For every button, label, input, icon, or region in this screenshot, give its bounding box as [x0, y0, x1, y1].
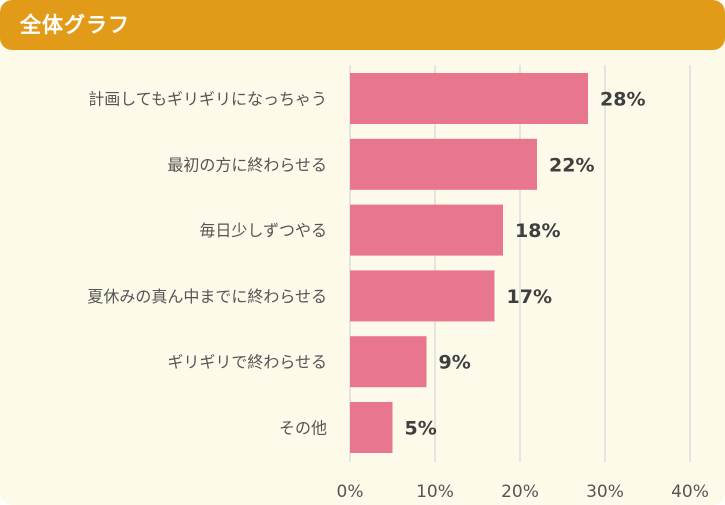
- x-tick-label: 20%: [501, 482, 539, 502]
- value-label: 22%: [549, 154, 594, 176]
- value-label: 18%: [515, 220, 560, 242]
- chart-title: 全体グラフ: [20, 13, 130, 37]
- bar: [350, 138, 537, 190]
- value-label: 9%: [439, 352, 471, 374]
- x-tick-label: 40%: [671, 482, 709, 502]
- x-tick-label: 0%: [337, 482, 364, 502]
- category-label: 計画してもギリギリになっちゃう: [88, 90, 327, 109]
- x-tick-label: 10%: [416, 482, 454, 502]
- value-label: 17%: [507, 286, 552, 308]
- bar: [350, 204, 503, 256]
- category-label: その他: [279, 419, 327, 438]
- category-label: 夏休みの真ん中までに終わらせる: [87, 287, 327, 306]
- category-label: 毎日少しずつやる: [199, 221, 327, 240]
- value-label: 28%: [600, 89, 645, 111]
- category-label: ギリギリで終わらせる: [167, 353, 327, 372]
- bar: [350, 270, 495, 322]
- chart-header: 全体グラフ: [0, 0, 725, 50]
- x-tick-label: 30%: [586, 482, 624, 502]
- category-label: 最初の方に終わらせる: [167, 155, 327, 174]
- bars: [350, 73, 588, 453]
- bar: [350, 73, 588, 124]
- gridlines: [349, 65, 691, 462]
- value-label: 5%: [405, 418, 437, 440]
- bar: [350, 402, 393, 453]
- bar: [350, 336, 427, 388]
- labels: 0% 10% 20% 30% 40% 計画してもギリギリになっちゃう 28% 最初の方に終わら…: [87, 89, 709, 503]
